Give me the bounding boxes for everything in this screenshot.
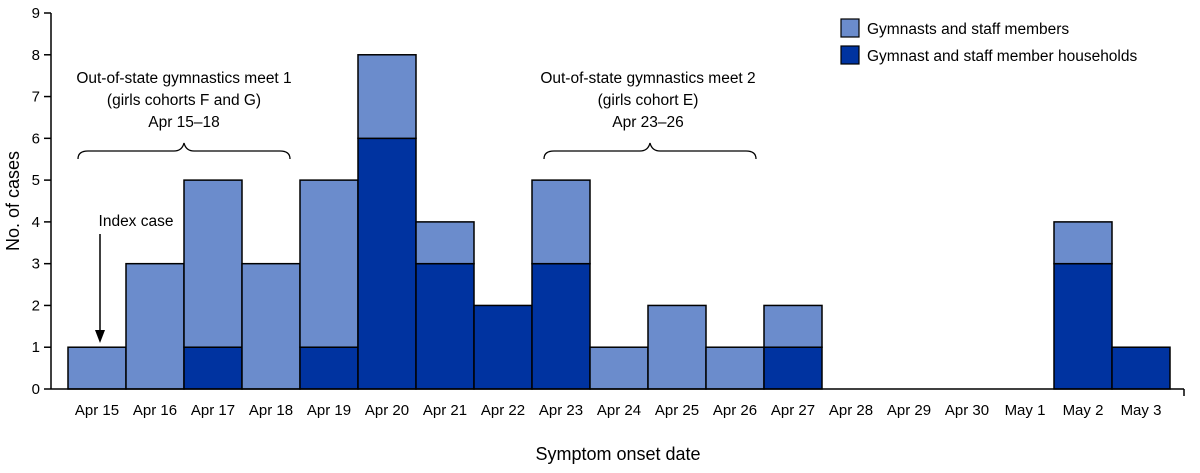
bar-apr-16-series-2	[125, 262, 185, 390]
x-tick-label-apr-17: Apr 17	[191, 402, 235, 419]
bar-apr-17-series-2	[183, 179, 243, 348]
bar-apr-23-series-2	[531, 179, 591, 265]
x-tick-label-apr-19: Apr 19	[307, 402, 351, 419]
y-tick-label-3: 3	[32, 256, 40, 273]
y-tick-label-5: 5	[32, 172, 40, 189]
y-tick-label-2: 2	[32, 297, 40, 314]
y-tick-label-8: 8	[32, 47, 40, 64]
bar-apr-24-series-2	[589, 346, 649, 390]
bar-apr-27-series-1	[763, 346, 823, 390]
legend-swatch-2	[840, 45, 860, 65]
y-tick-label-4: 4	[32, 214, 40, 231]
meet1-bracket	[77, 142, 291, 160]
bar-apr-19-series-1	[299, 346, 359, 390]
x-tick-label-apr-25: Apr 25	[655, 402, 699, 419]
x-tick-label-apr-23: Apr 23	[539, 402, 583, 419]
x-tick-label-apr-20: Apr 20	[365, 402, 409, 419]
annotations-layer: Out-of-state gymnastics meet 1 (girls coh…	[76, 70, 757, 343]
bars-layer	[67, 54, 1171, 390]
meet1-label-line-1: Out-of-state gymnastics meet 1	[76, 70, 291, 87]
meet1-label-line-3: Apr 15–18	[148, 114, 220, 131]
x-tick-label-apr-22: Apr 22	[481, 402, 525, 419]
x-tick-label-apr-27: Apr 27	[771, 402, 815, 419]
meet2-label-line-3: Apr 23–26	[612, 114, 684, 131]
bar-may-3-series-1	[1111, 346, 1171, 390]
bar-apr-20-series-1	[357, 137, 417, 390]
x-tick-label-apr-28: Apr 28	[829, 402, 873, 419]
x-tick-label-apr-29: Apr 29	[887, 402, 931, 419]
x-tick-label-may-2: May 2	[1063, 402, 1104, 419]
x-tick-label-may-3: May 3	[1121, 402, 1162, 419]
meet1-label-line-2: (girls cohorts F and G)	[107, 92, 261, 109]
x-tick-label-apr-18: Apr 18	[249, 402, 293, 419]
bar-apr-27-series-2	[763, 304, 823, 348]
y-axis-title: No. of cases	[3, 151, 23, 251]
meet2-label-line-2: (girls cohort E)	[598, 92, 699, 109]
legend-label-1: Gymnasts and staff members	[867, 21, 1069, 38]
bar-apr-22-series-1	[473, 304, 533, 390]
y-tick-label-7: 7	[32, 89, 40, 106]
bar-may-2-series-2	[1053, 221, 1113, 265]
meet2-label-line-1: Out-of-state gymnastics meet 2	[540, 70, 755, 87]
index-case-label: Index case	[99, 213, 174, 230]
x-tick-label-apr-21: Apr 21	[423, 402, 467, 419]
x-tick-label-apr-15: Apr 15	[75, 402, 119, 419]
x-axis-title: Symptom onset date	[535, 444, 700, 464]
x-tick-label-apr-30: Apr 30	[945, 402, 989, 419]
bar-apr-17-series-1	[183, 346, 243, 390]
bar-apr-19-series-2	[299, 179, 359, 348]
bar-apr-26-series-2	[705, 346, 765, 390]
bar-apr-25-series-2	[647, 304, 707, 390]
legend-label-2: Gymnast and staff member households	[867, 48, 1137, 65]
x-tick-label-apr-24: Apr 24	[597, 402, 641, 419]
legend: Gymnasts and staff members Gymnast and st…	[840, 18, 1137, 65]
bar-apr-15-series-2	[67, 346, 127, 390]
y-tick-label-0: 0	[32, 381, 40, 398]
bar-apr-21-series-2	[415, 221, 475, 265]
meet2-bracket	[543, 142, 757, 160]
bar-apr-18-series-2	[241, 262, 301, 390]
x-tick-label-may-1: May 1	[1005, 402, 1046, 419]
index-case-arrow-head	[95, 330, 105, 343]
y-tick-label-1: 1	[32, 339, 40, 356]
axes-layer: 0 1 2 3 4 5 6 7 8 9 Apr 15 Apr 16 Apr 17 Apr 18 Apr 19…	[32, 5, 1185, 419]
bar-may-2-series-1	[1053, 262, 1113, 390]
bar-apr-23-series-1	[531, 262, 591, 390]
bar-apr-20-series-2	[357, 54, 417, 140]
bar-apr-21-series-1	[415, 262, 475, 390]
x-tick-label-apr-16: Apr 16	[133, 402, 177, 419]
y-tick-label-9: 9	[32, 5, 40, 22]
y-tick-label-6: 6	[32, 130, 40, 147]
legend-swatch-1	[840, 18, 860, 38]
x-tick-label-apr-26: Apr 26	[713, 402, 757, 419]
